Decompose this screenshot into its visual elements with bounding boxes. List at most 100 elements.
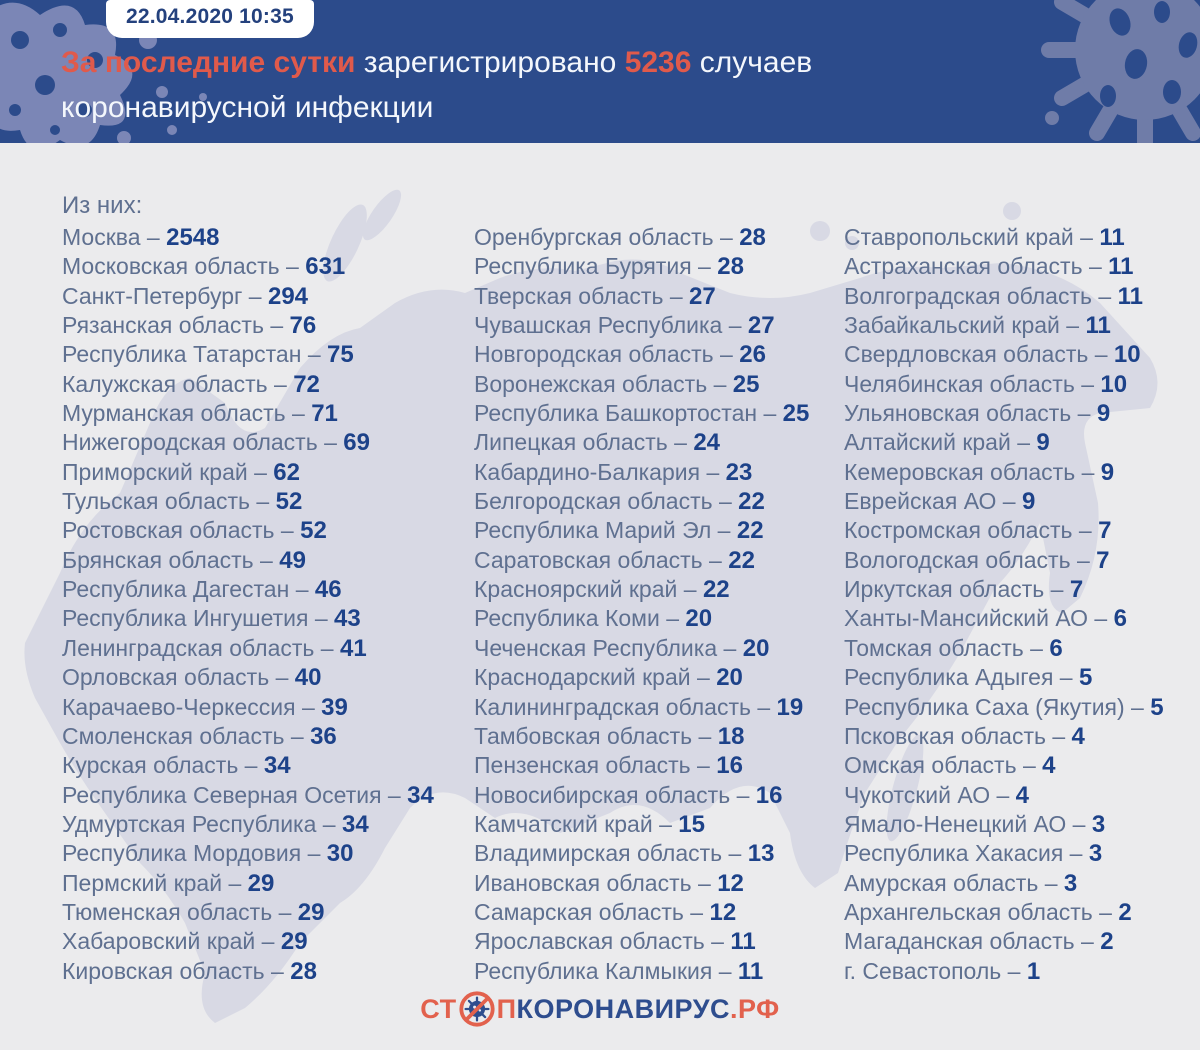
region-row: Воронежская область – 25	[474, 370, 854, 399]
region-separator: –	[722, 840, 748, 867]
region-value: 11	[730, 928, 756, 956]
region-value: 20	[685, 605, 713, 633]
region-name: Красноярский край	[474, 576, 678, 603]
region-value: 7	[1098, 517, 1112, 545]
region-name: Республика Коми	[474, 605, 660, 632]
region-name: Тамбовская область	[474, 722, 693, 749]
region-name: Астраханская область	[844, 253, 1083, 280]
region-row: Республика Мордовия – 30	[62, 839, 467, 868]
region-separator: –	[272, 898, 298, 925]
region-name: Краснодарский край	[474, 664, 691, 691]
region-value: 631	[305, 253, 346, 281]
region-row: Ямало-Ненецкий АО – 3	[844, 810, 1200, 839]
region-value: 1	[1026, 957, 1041, 985]
region-name: Ленинградская область	[62, 634, 315, 661]
logo-part-p: П	[496, 993, 517, 1024]
region-value: 29	[297, 898, 325, 926]
region-row: Кемеровская область – 9	[844, 458, 1200, 487]
region-separator: –	[717, 634, 743, 661]
title-line-2: коронавирусной инфекции	[61, 85, 1061, 130]
region-separator: –	[663, 282, 690, 309]
region-separator: –	[1091, 282, 1118, 309]
region-value: 52	[275, 488, 303, 516]
region-row: Республика Адыгея – 5	[844, 663, 1200, 692]
region-value: 52	[300, 517, 327, 545]
region-row: Липецкая область – 24	[474, 428, 854, 457]
region-value: 71	[311, 400, 338, 428]
title-middle: зарегистрировано	[355, 46, 625, 79]
region-row: Саратовская область – 22	[474, 546, 854, 575]
region-row: Орловская область – 40	[62, 663, 467, 692]
region-row: Магаданская область – 2	[844, 927, 1200, 956]
region-value: 2548	[166, 224, 220, 251]
region-value: 25	[782, 400, 810, 428]
title-line-1: За последние сутки зарегистрировано 5236…	[61, 40, 1061, 85]
region-value: 11	[737, 957, 764, 985]
region-row: Чукотский АО – 4	[844, 781, 1200, 810]
region-value: 34	[407, 781, 434, 809]
region-name: Республика Саха (Якутия)	[844, 693, 1125, 720]
region-name: Кемеровская область	[844, 458, 1076, 485]
total-cases-count: 5236	[624, 46, 692, 79]
region-separator: –	[1075, 458, 1101, 485]
region-separator: –	[691, 253, 718, 280]
region-separator: –	[314, 634, 340, 661]
region-name: Республика Ингушетия	[62, 605, 309, 632]
region-row: Свердловская область – 10	[844, 340, 1200, 369]
region-row: Республика Татарстан – 75	[62, 340, 467, 369]
region-row: Санкт-Петербург – 294	[62, 282, 467, 311]
region-value: 28	[739, 224, 766, 251]
region-row: Кабардино-Балкария – 23	[474, 458, 854, 487]
region-name: Тульская область	[62, 488, 251, 515]
region-separator: –	[713, 224, 740, 250]
region-separator: –	[317, 429, 344, 456]
region-separator: –	[659, 605, 686, 632]
region-row: Республика Бурятия – 28	[474, 252, 854, 281]
region-value: 20	[716, 664, 743, 692]
region-row: Забайкальский край – 11	[844, 311, 1200, 340]
timestamp-badge: 22.04.2020 10:35	[106, 0, 314, 38]
region-value: 16	[755, 781, 783, 809]
region-separator: –	[677, 576, 703, 603]
region-separator: –	[301, 840, 327, 867]
region-separator: –	[750, 693, 777, 720]
region-value: 6	[1113, 605, 1127, 633]
region-separator: –	[1044, 576, 1070, 603]
region-name: Волгоградская область	[844, 282, 1092, 309]
region-name: Республика Хакасия	[844, 840, 1064, 867]
region-value: 10	[1100, 370, 1128, 398]
region-name: Архангельская область	[844, 898, 1093, 925]
region-name: Республика Бурятия	[474, 253, 692, 280]
region-separator: –	[222, 869, 248, 896]
region-row: Смоленская область – 36	[62, 722, 467, 751]
region-value: 36	[310, 722, 337, 750]
region-value: 3	[1088, 840, 1103, 868]
region-separator: –	[267, 370, 294, 397]
region-separator: –	[691, 869, 718, 896]
region-separator: –	[1016, 752, 1043, 779]
region-separator: –	[704, 928, 731, 955]
region-row: Рязанская область – 76	[62, 311, 467, 340]
region-value: 28	[717, 253, 744, 281]
region-name: Тверская область	[474, 282, 664, 309]
region-separator: –	[238, 752, 264, 779]
region-value: 27	[747, 312, 775, 340]
region-name: г. Севастополь	[844, 957, 1002, 984]
region-separator: –	[690, 664, 717, 691]
region-row: Ханты-Мансийский АО – 6	[844, 604, 1200, 633]
region-row: Красноярский край – 22	[474, 575, 854, 604]
region-name: Иркутская область	[844, 576, 1045, 603]
region-name: Нижегородская область	[62, 429, 318, 456]
region-name: Новосибирская область	[474, 781, 731, 808]
region-row: Чеченская Республика – 20	[474, 634, 854, 663]
region-name: Хабаровский край	[62, 928, 256, 955]
region-name: Самарская область	[474, 898, 684, 925]
region-row: Республика Северная Осетия – 34	[62, 781, 467, 810]
region-name: Свердловская область	[844, 341, 1089, 368]
region-row: Челябинская область – 10	[844, 370, 1200, 399]
region-row: Кировская область – 28	[62, 957, 467, 986]
region-name: Воронежская область	[474, 370, 708, 397]
stopcoronavirus-logo: СТ П КОРОНАВИРУС	[420, 990, 779, 1028]
region-separator: –	[295, 693, 322, 720]
region-value: 19	[776, 693, 804, 721]
